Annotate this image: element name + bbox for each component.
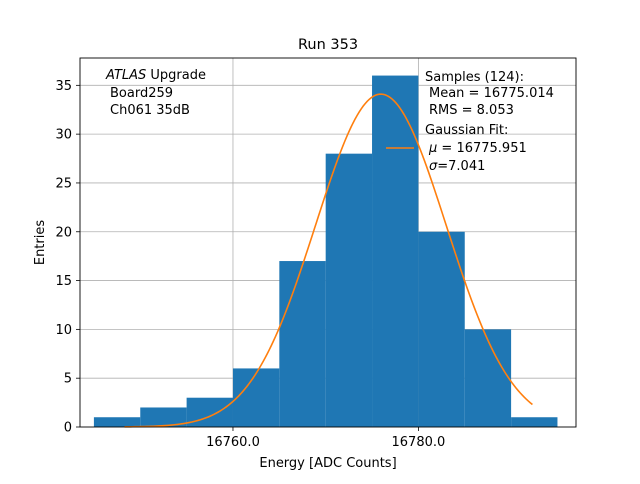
- y-tick-label-5: 25: [55, 176, 72, 191]
- legend-samples: Samples (124):: [425, 70, 524, 85]
- x-tick-label-1: 16780.0: [392, 435, 446, 450]
- histogram-bar-3: [232, 368, 280, 427]
- legend: Samples (124): Mean = 16775.014 RMS = 8.…: [386, 70, 554, 174]
- histogram-bar-6: [372, 75, 419, 428]
- histogram-bar-8: [464, 329, 512, 427]
- gaussian-fit-curve: [124, 93, 533, 428]
- experiment-name: ATLAS: [105, 68, 146, 83]
- svg-text:σ=7.041: σ=7.041: [429, 159, 485, 174]
- experiment-annotation: ATLAS Upgrade Board259 Ch061 35dB: [105, 68, 206, 118]
- y-tick-label-3: 15: [55, 274, 72, 289]
- histogram-bar-2: [186, 397, 233, 427]
- legend-mu-symbol: μ: [428, 141, 437, 156]
- histogram-bar-9: [511, 417, 558, 427]
- y-tick-label-7: 35: [55, 79, 72, 94]
- legend-fit-title: Gaussian Fit:: [425, 123, 508, 138]
- plot-frame: [79, 57, 577, 428]
- y-tick-label-4: 20: [55, 225, 72, 240]
- board-label: Board259: [110, 86, 173, 101]
- legend-rms: RMS = 8.053: [429, 103, 514, 118]
- x-axis-label: Energy [ADC Counts]: [259, 456, 396, 471]
- legend-sigma-symbol: σ: [429, 159, 438, 174]
- x-axis-ticks: 16760.0 16780.0: [206, 427, 445, 450]
- legend-mu-value: = 16775.951: [437, 141, 526, 156]
- legend-mean: Mean = 16775.014: [429, 86, 554, 101]
- chart-title: Run 353: [298, 37, 358, 53]
- y-axis-label: Entries: [33, 220, 48, 266]
- svg-text:μ = 16775.951: μ = 16775.951: [428, 141, 527, 156]
- histogram-bar-5: [325, 153, 373, 427]
- y-tick-label-2: 10: [55, 323, 72, 338]
- histogram-bar-1: [140, 407, 187, 427]
- legend-sigma-value: =7.041: [437, 159, 485, 174]
- histogram-bars: [93, 75, 558, 428]
- experiment-suffix: Upgrade: [146, 68, 206, 83]
- y-tick-label-6: 30: [55, 128, 72, 143]
- histogram-bar-4: [279, 261, 326, 427]
- svg-text:ATLAS Upgrade: ATLAS Upgrade: [105, 68, 206, 83]
- histogram-bar-0: [93, 417, 141, 427]
- y-tick-label-1: 5: [64, 372, 72, 387]
- x-tick-label-0: 16760.0: [206, 435, 260, 450]
- y-axis-ticks: 0 5 10 15 20 25 30 35: [55, 79, 80, 436]
- y-tick-label-0: 0: [64, 421, 72, 436]
- channel-label: Ch061 35dB: [110, 103, 190, 118]
- histogram-bar-7: [418, 231, 465, 427]
